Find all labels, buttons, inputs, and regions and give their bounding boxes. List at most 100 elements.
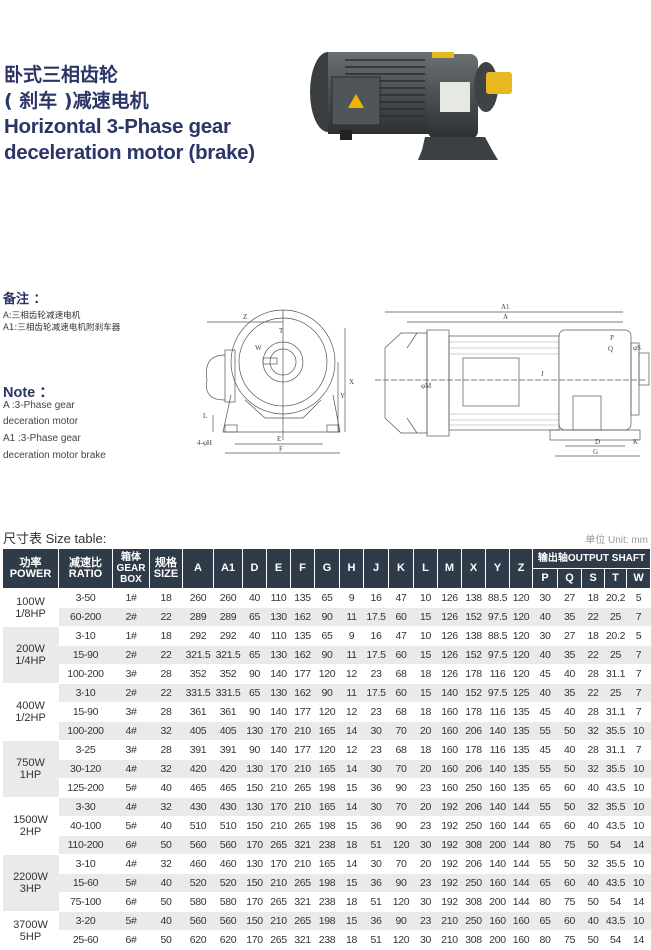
value-cell: 580 [213, 892, 243, 912]
value-cell: 18 [413, 702, 438, 722]
value-cell: 144 [509, 892, 533, 912]
value-cell: 60 [557, 778, 582, 798]
value-cell: 260 [213, 588, 243, 608]
value-cell: 36 [363, 873, 389, 893]
value-cell: 35.5 [604, 797, 627, 817]
note-line: A1 :3-Phase gear [3, 433, 81, 444]
value-cell: 30 [532, 588, 558, 608]
ratio-cell: 3-50 [58, 588, 113, 608]
value-cell: 90 [388, 911, 414, 931]
value-cell: 177 [290, 740, 315, 760]
value-cell: 18 [339, 892, 364, 912]
table-row: 15-60 5# 40 520 520 150 210 265 198 15 36 90 23 192 25… [3, 873, 651, 893]
value-cell: 130 [242, 759, 267, 779]
value-cell: 15 [413, 607, 438, 627]
header-dim: D [242, 548, 267, 589]
value-cell: 65 [532, 911, 558, 931]
header-output-shaft: 输出轴OUTPUT SHAFT [531, 548, 651, 569]
value-cell: 250 [461, 911, 486, 931]
value-cell: 160 [485, 816, 510, 836]
value-cell: 50 [581, 930, 605, 950]
power-label: 750W [16, 757, 45, 769]
product-title: 卧式三相齿轮 ( 刹车 )减速电机 Horizontal 3-Phase gea… [4, 62, 255, 166]
label-k: K [633, 438, 638, 446]
power-label: 100W [16, 595, 45, 608]
value-cell: 198 [314, 911, 340, 931]
value-cell: 23 [363, 702, 389, 722]
value-cell: 170 [266, 797, 291, 817]
value-cell: 144 [509, 816, 533, 836]
ratio-cell: 3-25 [58, 740, 113, 760]
value-cell: 206 [461, 854, 486, 874]
value-cell: 170 [266, 854, 291, 874]
value-cell: 18 [413, 740, 438, 760]
value-cell: 40 [557, 702, 582, 722]
value-cell: 210 [266, 778, 291, 798]
value-cell: 5# [112, 816, 150, 836]
value-cell: 30 [413, 892, 438, 912]
value-cell: 4# [112, 721, 150, 741]
value-cell: 60 [557, 873, 582, 893]
value-cell: 520 [182, 873, 214, 893]
value-cell: 152 [461, 607, 486, 627]
value-cell: 130 [266, 645, 291, 665]
value-cell: 210 [437, 930, 462, 950]
value-cell: 198 [314, 778, 340, 798]
value-cell: 20 [413, 759, 438, 779]
value-cell: 321 [290, 892, 315, 912]
header-dim: H [339, 548, 364, 589]
value-cell: 126 [437, 607, 462, 627]
header-dim: Z [509, 548, 533, 589]
header-gearbox: 箱体 GEAR BOX [112, 548, 150, 589]
value-cell: 580 [182, 892, 214, 912]
power-label: 2200W [13, 871, 48, 883]
ratio-cell: 30-120 [58, 759, 113, 779]
value-cell: 165 [314, 797, 340, 817]
value-cell: 32 [149, 854, 183, 874]
value-cell: 54 [604, 930, 627, 950]
value-cell: 54 [604, 835, 627, 855]
value-cell: 70 [388, 721, 414, 741]
note-heading: Note ： [3, 385, 54, 401]
header-power: 功率 POWER [2, 548, 59, 589]
value-cell: 210 [266, 911, 291, 931]
value-cell: 22 [149, 607, 183, 627]
value-cell: 25 [604, 645, 627, 665]
value-cell: 560 [213, 835, 243, 855]
value-cell: 120 [509, 607, 533, 627]
ratio-cell: 100-200 [58, 721, 113, 741]
value-cell: 292 [213, 626, 243, 646]
value-cell: 23 [363, 664, 389, 684]
value-cell: 178 [461, 664, 486, 684]
value-cell: 43.5 [604, 911, 627, 931]
value-cell: 192 [437, 854, 462, 874]
value-cell: 40 [532, 607, 558, 627]
value-cell: 140 [485, 759, 510, 779]
value-cell: 97.5 [485, 683, 510, 703]
value-cell: 90 [314, 683, 340, 703]
value-cell: 60 [557, 816, 582, 836]
ratio-cell: 25-60 [58, 930, 113, 950]
value-cell: 2# [112, 683, 150, 703]
value-cell: 40 [581, 911, 605, 931]
table-row: 100-200 4# 32 405 405 130 170 210 165 14 30 70 20 160… [3, 721, 651, 741]
value-cell: 65 [242, 645, 267, 665]
value-cell: 120 [509, 626, 533, 646]
value-cell: 7 [626, 683, 651, 703]
side-view-drawing: A1 A P Q φS J φM D G K [375, 303, 650, 457]
value-cell: 28 [149, 740, 183, 760]
value-cell: 1# [112, 626, 150, 646]
value-cell: 331.5 [182, 683, 214, 703]
value-cell: 210 [437, 911, 462, 931]
value-cell: 465 [182, 778, 214, 798]
value-cell: 10 [413, 626, 438, 646]
value-cell: 35.5 [604, 759, 627, 779]
value-cell: 140 [266, 664, 291, 684]
value-cell: 40 [532, 683, 558, 703]
value-cell: 32 [581, 759, 605, 779]
value-cell: 68 [388, 664, 414, 684]
title-cn-line2: ( 刹车 )减速电机 [4, 90, 149, 112]
value-cell: 32 [149, 721, 183, 741]
value-cell: 90 [388, 816, 414, 836]
value-cell: 27 [557, 626, 582, 646]
